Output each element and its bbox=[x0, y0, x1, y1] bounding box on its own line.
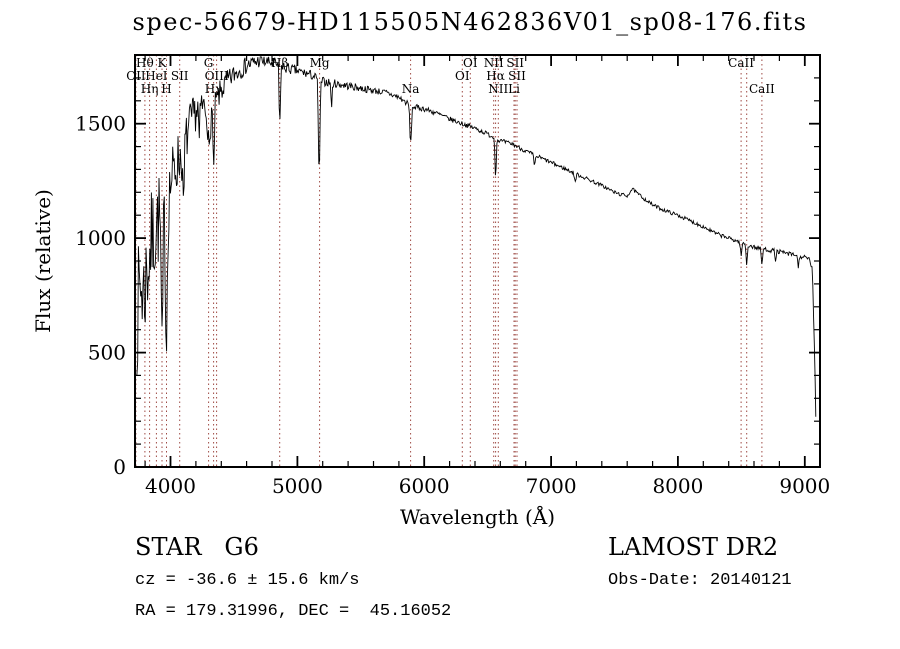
svg-text:CaII: CaII bbox=[728, 56, 754, 70]
svg-text:1500: 1500 bbox=[75, 112, 126, 136]
plot-title: spec-56679-HD115505N462836V01_sp08-176.f… bbox=[132, 8, 808, 36]
svg-text:H: H bbox=[161, 82, 171, 96]
svg-text:Hα: Hα bbox=[486, 69, 505, 83]
svg-text:Mg: Mg bbox=[310, 56, 330, 70]
svg-text:OII: OII bbox=[126, 69, 146, 83]
svg-text:Na: Na bbox=[402, 82, 420, 96]
svg-text:Li: Li bbox=[508, 82, 520, 96]
svg-text:HeI: HeI bbox=[145, 69, 168, 83]
svg-text:8000: 8000 bbox=[652, 474, 703, 498]
svg-text:1000: 1000 bbox=[75, 226, 126, 250]
svg-text:OI: OI bbox=[455, 69, 470, 83]
svg-text:Hθ: Hθ bbox=[136, 56, 154, 70]
svg-text:Hβ: Hβ bbox=[271, 56, 288, 70]
svg-text:Hη: Hη bbox=[141, 82, 159, 96]
classification-text: STAR G6 bbox=[135, 533, 259, 561]
svg-text:5000: 5000 bbox=[272, 474, 323, 498]
svg-text:Wavelength (Å): Wavelength (Å) bbox=[400, 504, 555, 529]
svg-text:Hγ: Hγ bbox=[205, 82, 223, 96]
svg-text:OI: OI bbox=[463, 56, 478, 70]
obs-date-text: Obs-Date: 20140121 bbox=[608, 571, 792, 590]
svg-text:SII: SII bbox=[508, 69, 526, 83]
svg-text:CaII: CaII bbox=[749, 82, 775, 96]
svg-text:G: G bbox=[204, 56, 214, 70]
svg-text:SII: SII bbox=[506, 56, 524, 70]
svg-text:SII: SII bbox=[171, 69, 189, 83]
svg-text:9000: 9000 bbox=[779, 474, 830, 498]
svg-text:NII: NII bbox=[488, 82, 508, 96]
svg-text:4000: 4000 bbox=[145, 474, 196, 498]
svg-text:K: K bbox=[158, 56, 168, 70]
svg-text:NII: NII bbox=[484, 56, 504, 70]
svg-text:0: 0 bbox=[113, 455, 126, 479]
svg-text:7000: 7000 bbox=[526, 474, 577, 498]
svg-text:OIII: OIII bbox=[205, 69, 229, 83]
svg-text:6000: 6000 bbox=[399, 474, 450, 498]
survey-text: LAMOST DR2 bbox=[608, 533, 779, 561]
svg-text:500: 500 bbox=[88, 341, 126, 365]
svg-text:Flux (relative): Flux (relative) bbox=[31, 189, 55, 333]
coords-text: RA = 179.31996, DEC = 45.16052 bbox=[135, 602, 452, 621]
cz-text: cz = -36.6 ± 15.6 km/s bbox=[135, 571, 360, 590]
